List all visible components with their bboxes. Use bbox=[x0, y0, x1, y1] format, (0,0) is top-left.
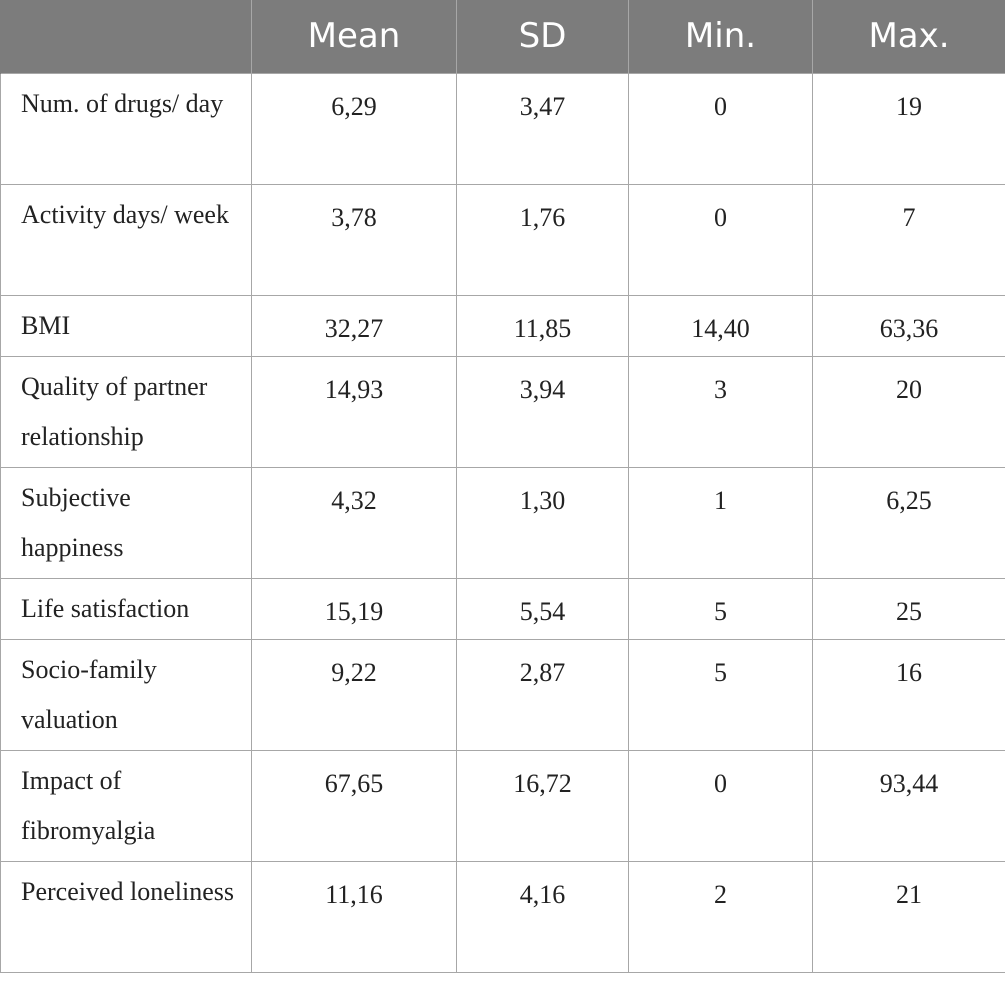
cell-sd: 16,72 bbox=[456, 749, 629, 862]
cell-max: 7 bbox=[812, 183, 1005, 296]
cell-max: 21 bbox=[812, 860, 1005, 973]
table-row: Socio-family valuation 9,22 2,87 5 16 bbox=[0, 638, 1005, 751]
table-row: Quality of partner relationship 14,93 3,… bbox=[0, 355, 1005, 468]
header-cell-max: Max. bbox=[812, 0, 1005, 73]
header-cell-min: Min. bbox=[628, 0, 813, 73]
cell-max: 93,44 bbox=[812, 749, 1005, 862]
table-row: Life satisfaction 15,19 5,54 5 25 bbox=[0, 577, 1005, 640]
cell-mean: 32,27 bbox=[251, 294, 457, 357]
table-row: Activity days/ week 3,78 1,76 0 7 bbox=[0, 183, 1005, 296]
cell-mean: 3,78 bbox=[251, 183, 457, 296]
header-cell-variable bbox=[0, 0, 252, 73]
row-label: Socio-family valuation bbox=[0, 638, 252, 751]
table-row: Perceived loneliness 11,16 4,16 2 21 bbox=[0, 860, 1005, 973]
cell-mean: 11,16 bbox=[251, 860, 457, 973]
table-row: BMI 32,27 11,85 14,40 63,36 bbox=[0, 294, 1005, 357]
cell-mean: 14,93 bbox=[251, 355, 457, 468]
row-label: BMI bbox=[0, 294, 252, 357]
cell-sd: 3,47 bbox=[456, 72, 629, 185]
cell-min: 5 bbox=[628, 638, 813, 751]
row-label: Quality of partner relationship bbox=[0, 355, 252, 468]
cell-max: 20 bbox=[812, 355, 1005, 468]
header-row: Mean SD Min. Max. bbox=[0, 0, 1005, 73]
cell-mean: 6,29 bbox=[251, 72, 457, 185]
header-cell-sd: SD bbox=[456, 0, 629, 73]
cell-max: 19 bbox=[812, 72, 1005, 185]
cell-mean: 67,65 bbox=[251, 749, 457, 862]
cell-min: 3 bbox=[628, 355, 813, 468]
cell-min: 0 bbox=[628, 72, 813, 185]
cell-min: 5 bbox=[628, 577, 813, 640]
descriptive-statistics-table: Mean SD Min. Max. Num. of drugs/ day 6,2… bbox=[0, 0, 1005, 973]
row-label: Subjective happiness bbox=[0, 466, 252, 579]
header-cell-mean: Mean bbox=[251, 0, 457, 73]
cell-sd: 4,16 bbox=[456, 860, 629, 973]
cell-mean: 4,32 bbox=[251, 466, 457, 579]
cell-max: 6,25 bbox=[812, 466, 1005, 579]
cell-sd: 1,76 bbox=[456, 183, 629, 296]
row-label: Perceived loneliness bbox=[0, 860, 252, 973]
cell-min: 1 bbox=[628, 466, 813, 579]
table-row: Num. of drugs/ day 6,29 3,47 0 19 bbox=[0, 72, 1005, 185]
cell-min: 14,40 bbox=[628, 294, 813, 357]
table-header: Mean SD Min. Max. bbox=[0, 0, 1005, 73]
row-label: Impact of fibromyalgia bbox=[0, 749, 252, 862]
row-label: Activity days/ week bbox=[0, 183, 252, 296]
cell-mean: 15,19 bbox=[251, 577, 457, 640]
cell-min: 2 bbox=[628, 860, 813, 973]
row-label: Life satisfaction bbox=[0, 577, 252, 640]
cell-min: 0 bbox=[628, 183, 813, 296]
cell-max: 16 bbox=[812, 638, 1005, 751]
cell-min: 0 bbox=[628, 749, 813, 862]
table-row: Subjective happiness 4,32 1,30 1 6,25 bbox=[0, 466, 1005, 579]
row-label: Num. of drugs/ day bbox=[0, 72, 252, 185]
cell-sd: 5,54 bbox=[456, 577, 629, 640]
cell-sd: 2,87 bbox=[456, 638, 629, 751]
cell-mean: 9,22 bbox=[251, 638, 457, 751]
cell-max: 25 bbox=[812, 577, 1005, 640]
table-body: Num. of drugs/ day 6,29 3,47 0 19 Activi… bbox=[0, 72, 1005, 973]
table-row: Impact of fibromyalgia 67,65 16,72 0 93,… bbox=[0, 749, 1005, 862]
cell-sd: 1,30 bbox=[456, 466, 629, 579]
cell-sd: 3,94 bbox=[456, 355, 629, 468]
cell-max: 63,36 bbox=[812, 294, 1005, 357]
cell-sd: 11,85 bbox=[456, 294, 629, 357]
